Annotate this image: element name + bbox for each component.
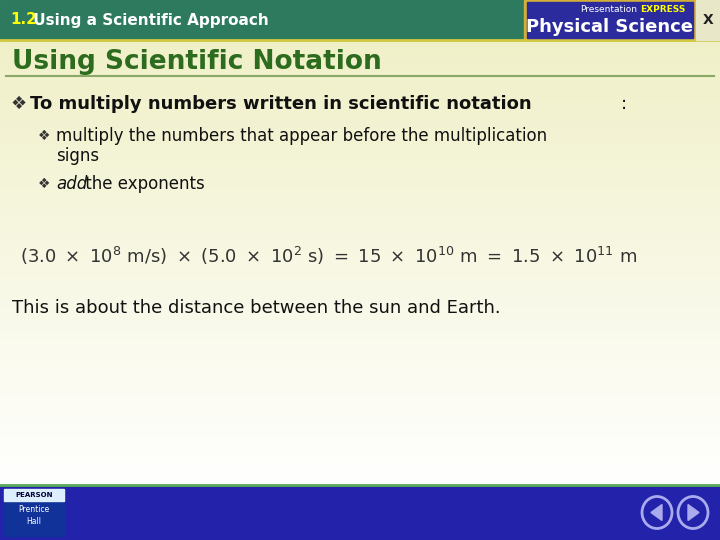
Text: $(3.0\ \times\ 10^{8}\ \mathrm{m/s})\ \times\ (5.0\ \times\ 10^{2}\ \mathrm{s})\: $(3.0\ \times\ 10^{8}\ \mathrm{m/s})\ \t…	[20, 245, 637, 267]
Text: X: X	[703, 13, 714, 27]
Bar	[524, 0, 696, 40]
Bar	[4, 489, 64, 536]
Text: EXPRESS: EXPRESS	[640, 4, 685, 14]
Polygon shape	[688, 504, 699, 521]
Text: multiply the numbers that appear before the multiplication: multiply the numbers that appear before …	[56, 127, 547, 145]
Text: PEARSON: PEARSON	[15, 492, 53, 498]
Bar	[696, 0, 720, 40]
Bar	[527, 2, 693, 38]
Text: This is about the distance between the sun and Earth.: This is about the distance between the s…	[12, 299, 500, 317]
Text: add: add	[56, 175, 87, 193]
Text: Presentation: Presentation	[580, 4, 637, 14]
Text: Prentice: Prentice	[19, 505, 50, 515]
Polygon shape	[651, 504, 662, 521]
Bar	[0, 485, 720, 540]
Bar	[4, 489, 64, 501]
Text: Hall: Hall	[27, 517, 42, 526]
Text: To multiply numbers written in scientific notation: To multiply numbers written in scientifi…	[30, 95, 531, 113]
Text: ❖: ❖	[38, 177, 50, 191]
Text: Using Scientific Notation: Using Scientific Notation	[12, 49, 382, 75]
Text: signs: signs	[56, 147, 99, 165]
Text: Using a Scientific Approach: Using a Scientific Approach	[28, 12, 269, 28]
Text: ❖: ❖	[10, 95, 26, 113]
Text: ❖: ❖	[38, 129, 50, 143]
Text: the exponents: the exponents	[80, 175, 204, 193]
Text: Physical Science: Physical Science	[526, 18, 693, 36]
Text: :: :	[621, 95, 627, 113]
Bar	[0, 0, 720, 40]
Text: 1.2: 1.2	[10, 12, 37, 28]
